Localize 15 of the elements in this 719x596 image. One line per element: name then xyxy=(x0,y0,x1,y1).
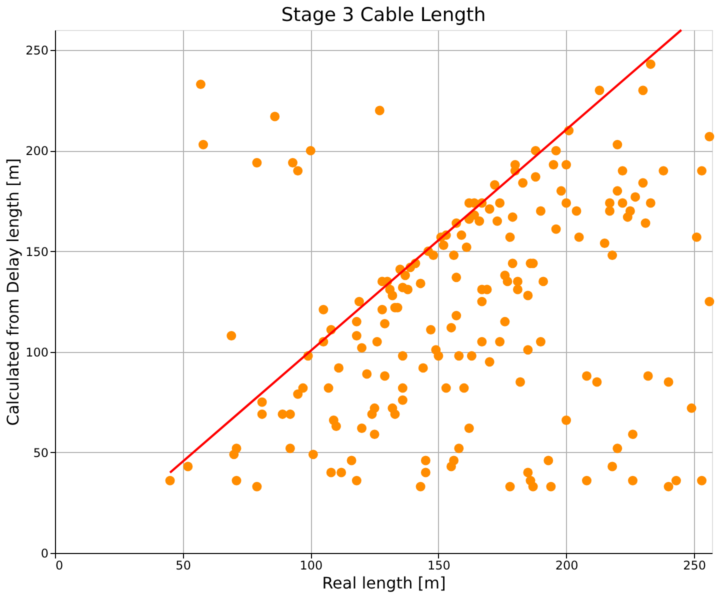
y-tick-label: 50 xyxy=(33,446,48,460)
y-tick-label: 100 xyxy=(26,345,48,360)
x-tick-label: 150 xyxy=(428,558,450,572)
x-axis-title: Real length [m] xyxy=(322,574,446,592)
x-tick-label: 250 xyxy=(683,558,706,572)
y-tick-label: 0 xyxy=(40,546,48,560)
y-tick-label: 250 xyxy=(26,44,48,58)
y-tick-label: 200 xyxy=(26,144,48,158)
chart-title: Stage 3 Cable Length xyxy=(281,4,486,26)
x-tick-label: 50 xyxy=(176,558,191,572)
x-tick-label: 0 xyxy=(56,558,64,572)
y-tick-label: 150 xyxy=(26,244,48,259)
x-tick-label: 200 xyxy=(555,558,578,572)
x-tick-label: 100 xyxy=(300,558,323,572)
y-axis-title: Calculated from Delay length [m] xyxy=(4,158,23,426)
